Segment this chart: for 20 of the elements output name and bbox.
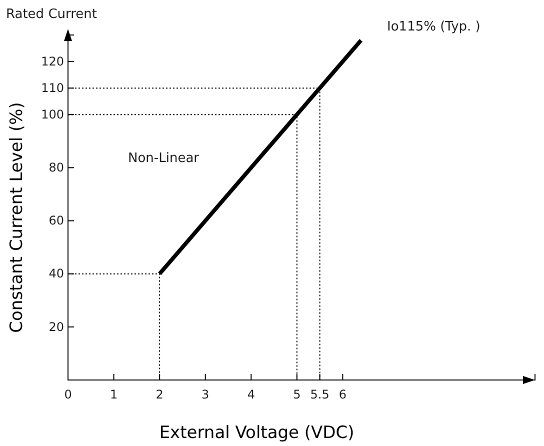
- annotation: Non-Linear: [128, 151, 200, 166]
- x-tick-label: 5.5: [310, 388, 330, 402]
- y-axis-title: Constant Current Level (%): [7, 102, 27, 333]
- y-tick-label: 110: [41, 80, 64, 95]
- x-tick-label: 6: [338, 388, 347, 402]
- y-tick-label: 60: [48, 214, 64, 228]
- x-tick-label: 2: [156, 388, 164, 402]
- y-tick-label: 20: [48, 320, 64, 334]
- y-tick-label: 100: [41, 107, 64, 122]
- x-tick-label: 0: [64, 388, 72, 402]
- y-tick-label: 40: [48, 266, 64, 281]
- x-axis-title: External Voltage (VDC): [159, 423, 354, 443]
- text: Rated Current: [6, 7, 98, 22]
- y-tick-label: 120: [41, 54, 64, 68]
- x-tick-label: 1: [110, 388, 118, 402]
- x-tick-label: 5: [293, 388, 301, 402]
- y-tick-label: 80: [48, 160, 64, 175]
- x-tick-label: 3: [202, 388, 210, 402]
- x-tick-label: 4: [247, 388, 255, 402]
- annotation: Io115% (Typ. ): [387, 19, 480, 34]
